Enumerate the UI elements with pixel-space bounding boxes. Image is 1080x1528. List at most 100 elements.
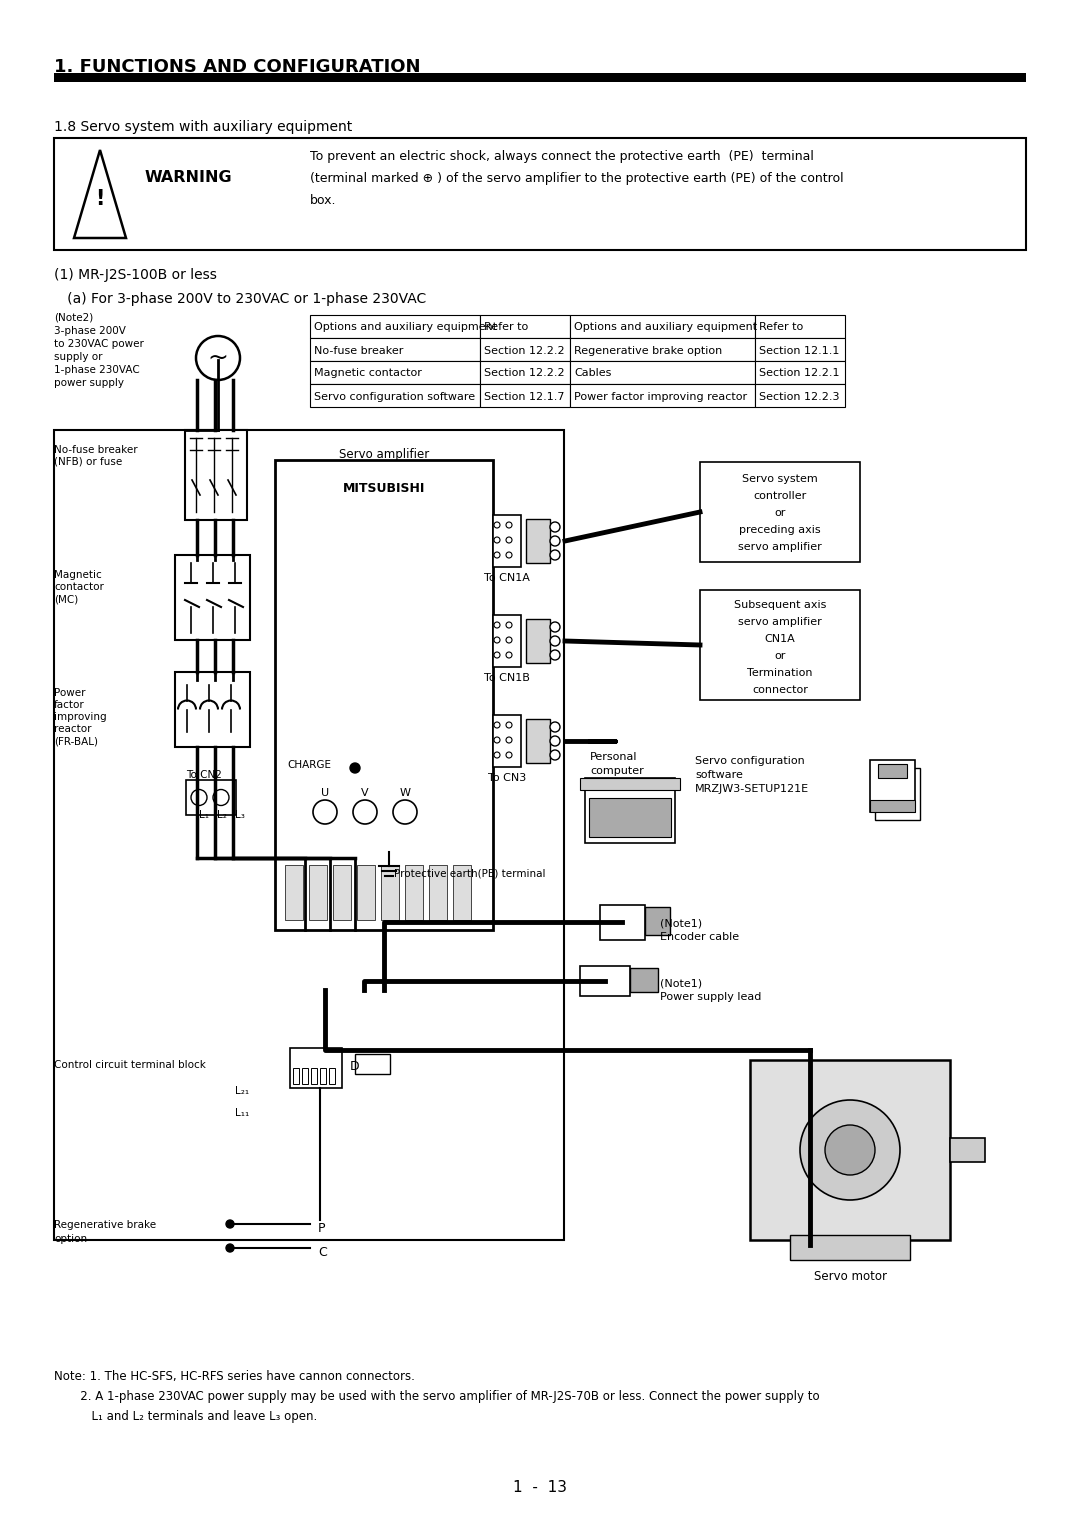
Bar bbox=[870, 759, 915, 811]
Text: (Note1): (Note1) bbox=[660, 978, 702, 989]
Circle shape bbox=[494, 622, 500, 628]
Text: (a) For 3-phase 200V to 230VAC or 1-phase 230VAC: (a) For 3-phase 200V to 230VAC or 1-phas… bbox=[54, 292, 427, 306]
Circle shape bbox=[494, 752, 500, 758]
Text: L₃: L₃ bbox=[235, 810, 245, 821]
Text: Power supply lead: Power supply lead bbox=[660, 992, 761, 1002]
Text: supply or: supply or bbox=[54, 351, 103, 362]
Text: box.: box. bbox=[310, 194, 337, 206]
Circle shape bbox=[507, 752, 512, 758]
Text: C: C bbox=[318, 1245, 327, 1259]
Text: Servo motor: Servo motor bbox=[813, 1270, 887, 1284]
Bar bbox=[870, 801, 915, 811]
Text: to 230VAC power: to 230VAC power bbox=[54, 339, 144, 348]
Bar bbox=[54, 429, 564, 1241]
Text: power supply: power supply bbox=[54, 377, 124, 388]
Bar bbox=[310, 315, 480, 338]
Text: Note: 1. The HC-SFS, HC-RFS series have cannon connectors.: Note: 1. The HC-SFS, HC-RFS series have … bbox=[54, 1371, 415, 1383]
Bar bbox=[285, 865, 303, 920]
Circle shape bbox=[800, 1100, 900, 1199]
Bar bbox=[526, 520, 550, 562]
Bar bbox=[878, 764, 907, 778]
Text: ~: ~ bbox=[207, 345, 229, 370]
Text: Subsequent axis: Subsequent axis bbox=[733, 601, 826, 610]
Bar bbox=[480, 384, 570, 406]
Text: software: software bbox=[696, 770, 743, 779]
Text: (1) MR-J2S-100B or less: (1) MR-J2S-100B or less bbox=[54, 267, 217, 283]
Text: To CN1B: To CN1B bbox=[484, 672, 530, 683]
Text: reactor: reactor bbox=[54, 724, 92, 733]
Bar bbox=[875, 769, 920, 821]
Text: Options and auxiliary equipment: Options and auxiliary equipment bbox=[314, 322, 497, 333]
Text: Personal: Personal bbox=[590, 752, 637, 762]
Bar bbox=[585, 778, 675, 843]
Circle shape bbox=[550, 622, 561, 633]
Bar bbox=[492, 715, 521, 767]
Bar bbox=[405, 865, 423, 920]
Circle shape bbox=[550, 750, 561, 759]
Circle shape bbox=[550, 636, 561, 646]
Circle shape bbox=[507, 536, 512, 542]
Circle shape bbox=[507, 637, 512, 643]
Circle shape bbox=[507, 523, 512, 529]
Text: Servo configuration software: Servo configuration software bbox=[314, 391, 475, 402]
Circle shape bbox=[494, 652, 500, 659]
Text: Servo system: Servo system bbox=[742, 474, 818, 484]
Bar bbox=[309, 865, 327, 920]
Text: computer: computer bbox=[590, 766, 644, 776]
Text: Refer to: Refer to bbox=[759, 322, 804, 333]
Bar bbox=[291, 1048, 342, 1088]
Bar bbox=[570, 315, 755, 338]
Text: CN1A: CN1A bbox=[765, 634, 795, 643]
Text: controller: controller bbox=[754, 490, 807, 501]
Circle shape bbox=[825, 1125, 875, 1175]
Bar bbox=[480, 315, 570, 338]
Bar bbox=[293, 1068, 299, 1083]
Bar bbox=[453, 865, 471, 920]
Text: Section 12.2.2: Section 12.2.2 bbox=[484, 368, 565, 379]
Bar bbox=[480, 338, 570, 361]
Bar bbox=[310, 338, 480, 361]
Text: !: ! bbox=[95, 189, 105, 209]
Text: connector: connector bbox=[752, 685, 808, 695]
Bar bbox=[333, 865, 351, 920]
Text: Section 12.2.3: Section 12.2.3 bbox=[759, 391, 839, 402]
Text: 1  -  13: 1 - 13 bbox=[513, 1481, 567, 1494]
Circle shape bbox=[494, 552, 500, 558]
Text: (NFB) or fuse: (NFB) or fuse bbox=[54, 457, 122, 468]
Text: or: or bbox=[774, 651, 785, 662]
Bar bbox=[750, 1060, 950, 1241]
Text: WARNING: WARNING bbox=[145, 170, 232, 185]
Bar bbox=[357, 865, 375, 920]
Bar bbox=[54, 73, 1026, 83]
Text: (Note2): (Note2) bbox=[54, 313, 93, 322]
Text: V: V bbox=[361, 788, 368, 798]
Bar bbox=[381, 865, 399, 920]
Text: CHARGE: CHARGE bbox=[287, 759, 330, 770]
Circle shape bbox=[550, 550, 561, 559]
Text: No-fuse breaker: No-fuse breaker bbox=[314, 345, 403, 356]
Bar bbox=[700, 590, 860, 700]
Text: Regenerative brake: Regenerative brake bbox=[54, 1219, 157, 1230]
Text: Power factor improving reactor: Power factor improving reactor bbox=[573, 391, 747, 402]
Text: Magnetic contactor: Magnetic contactor bbox=[314, 368, 422, 379]
Text: 1. FUNCTIONS AND CONFIGURATION: 1. FUNCTIONS AND CONFIGURATION bbox=[54, 58, 420, 76]
Bar bbox=[329, 1068, 335, 1083]
Circle shape bbox=[494, 536, 500, 542]
Circle shape bbox=[550, 736, 561, 746]
Bar bbox=[570, 361, 755, 384]
Circle shape bbox=[226, 1219, 234, 1229]
Text: 3-phase 200V: 3-phase 200V bbox=[54, 325, 126, 336]
Bar bbox=[755, 384, 845, 406]
Circle shape bbox=[550, 536, 561, 545]
Text: To CN1A: To CN1A bbox=[484, 573, 530, 584]
Bar bbox=[186, 779, 237, 814]
Bar bbox=[570, 338, 755, 361]
Circle shape bbox=[494, 523, 500, 529]
Circle shape bbox=[313, 801, 337, 824]
Text: To CN3: To CN3 bbox=[488, 773, 526, 782]
Text: L₁₁: L₁₁ bbox=[235, 1108, 249, 1118]
Bar bbox=[600, 905, 645, 940]
Text: To CN2: To CN2 bbox=[186, 770, 221, 779]
Text: 2. A 1-phase 230VAC power supply may be used with the servo amplifier of MR-J2S-: 2. A 1-phase 230VAC power supply may be … bbox=[54, 1390, 820, 1403]
Text: Termination: Termination bbox=[747, 668, 813, 678]
